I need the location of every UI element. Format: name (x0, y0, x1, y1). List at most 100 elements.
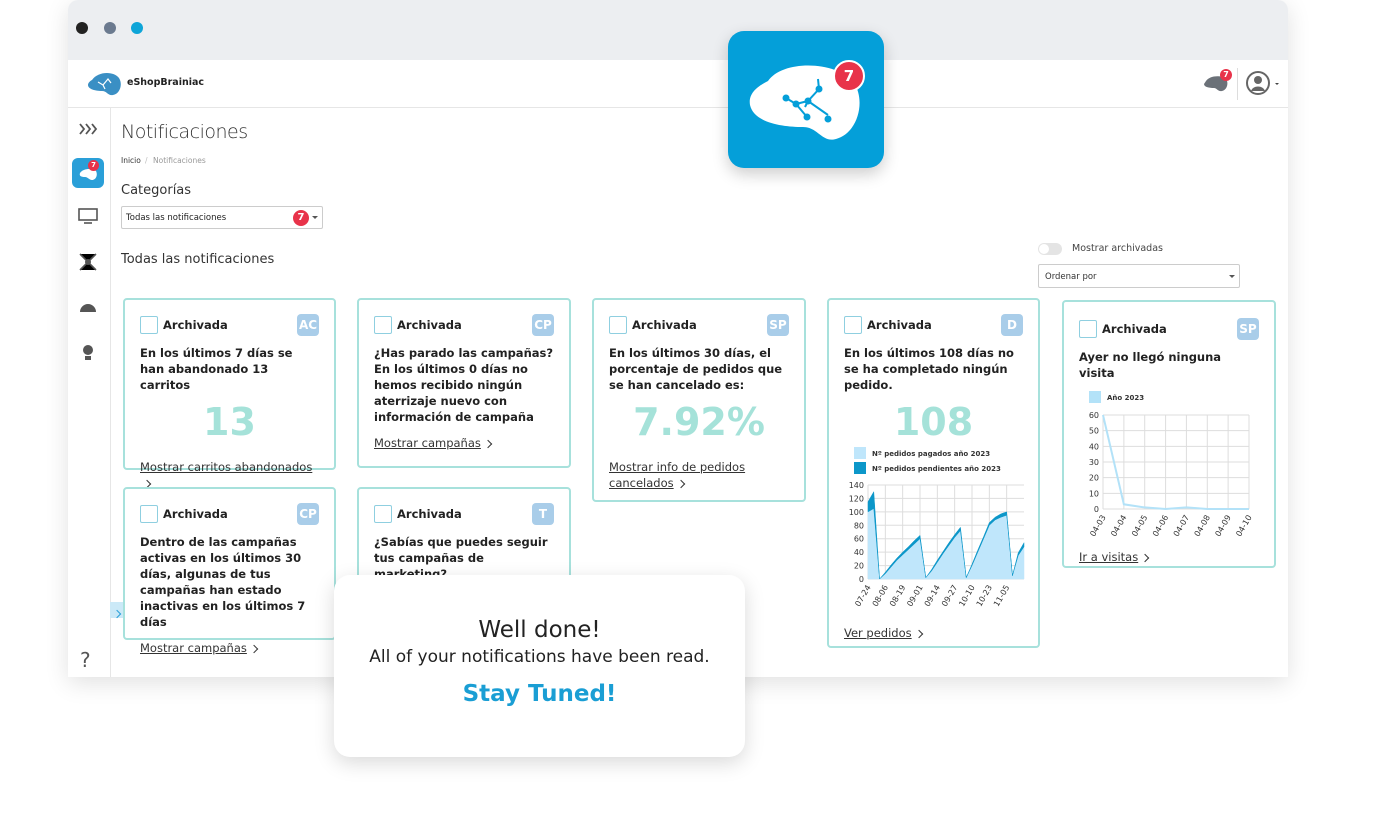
sort-text: Ordenar por (1045, 272, 1097, 282)
category-select[interactable]: Todas las notificaciones 7 (121, 206, 323, 229)
select-badge: 7 (293, 210, 309, 226)
archive-checkbox[interactable] (140, 316, 158, 334)
ideas-nav[interactable] (77, 342, 99, 362)
category-tag: SP (767, 314, 789, 336)
y-tick-label: 40 (854, 548, 864, 557)
archive-checkbox[interactable] (609, 316, 627, 334)
toggle-label: Mostrar archivadas (1072, 243, 1163, 254)
select-text: Todas las notificaciones (126, 213, 227, 223)
archived-toggle[interactable] (1038, 243, 1062, 255)
x-tick-label: 04-05 (1130, 514, 1149, 539)
archive-checkbox[interactable] (374, 505, 392, 523)
divider (1237, 68, 1238, 100)
card-header: Archivada SP (1079, 318, 1259, 340)
line (1102, 414, 1249, 511)
speed-nav[interactable] (77, 300, 99, 314)
dashboard-nav[interactable] (77, 207, 99, 225)
card-link[interactable]: Mostrar info de pedidos cancelados (609, 459, 759, 491)
link-text[interactable]: Mostrar carritos abandonados (140, 460, 313, 474)
y-tick-label: 0 (1094, 505, 1099, 514)
archived-label: Archivada (867, 318, 932, 332)
brand-logo[interactable] (86, 68, 122, 98)
min-dot[interactable] (104, 22, 116, 34)
chevron (249, 644, 259, 654)
link-text[interactable]: Ver pedidos (844, 626, 912, 640)
x-tick-label: 04-09 (1213, 514, 1232, 539)
chevron (914, 629, 923, 639)
x-tick-label: 10-10 (957, 584, 976, 609)
archive-checkbox[interactable] (844, 316, 862, 334)
card-header: Archivada AC (140, 314, 319, 336)
help[interactable]: ? (80, 648, 91, 672)
close-dot[interactable] (76, 22, 88, 34)
sidebar: 7 ? (68, 108, 111, 677)
card-header: Archivada CP (140, 503, 319, 525)
sort-select[interactable]: Ordenar por (1038, 264, 1240, 288)
legend-swatch (1089, 391, 1101, 403)
highlight-value: 13 (203, 400, 256, 444)
x-tick-label: 08-06 (871, 584, 890, 609)
y-tick-label: 20 (1089, 474, 1099, 483)
archived-label: Archivada (397, 318, 462, 332)
legend-label: Año 2023 (1107, 394, 1144, 402)
breadcrumb-current: Notificaciones (153, 156, 206, 165)
app-header: eShopBrainiac 7 (68, 60, 1288, 108)
y-tick-label: 80 (854, 521, 864, 530)
breadcrumb-home[interactable]: Inicio (121, 156, 141, 165)
x-tick-label: 04-10 (1234, 514, 1253, 539)
network-nav[interactable] (77, 251, 99, 273)
x-tick-label: 04-06 (1151, 514, 1170, 539)
chevron (1140, 553, 1150, 563)
category-tag: SP (1237, 318, 1259, 340)
card-header: Archivada CP (374, 314, 554, 336)
link-text[interactable]: Mostrar campañas (140, 641, 247, 655)
card-header: Archivada D (844, 314, 1023, 336)
chart: Nº pedidos pagados año 2023 Nº pedidos pe… (849, 447, 1025, 609)
y-tick-label: 50 (1089, 427, 1099, 436)
card-link[interactable]: Mostrar campañas (374, 435, 493, 451)
card-link[interactable]: Mostrar carritos abandonados (140, 459, 319, 491)
category-tag: AC (297, 314, 319, 336)
header-badge: 7 (1220, 69, 1232, 81)
expand-icon[interactable] (78, 122, 100, 136)
legend-swatch (854, 447, 866, 459)
max-dot[interactable] (131, 22, 143, 34)
notification-card: Archivada D En los últimos 108 días no se … (827, 298, 1040, 648)
archived-label: Archivada (632, 318, 697, 332)
card-text: En los últimos 108 días no se ha complet… (844, 346, 1014, 392)
archive-checkbox[interactable] (1079, 320, 1097, 338)
notification-icon[interactable] (1202, 69, 1232, 95)
x-tick-label: 08-19 (888, 584, 907, 609)
user-menu[interactable] (1246, 70, 1282, 98)
card-link[interactable]: Ver pedidos (844, 625, 923, 641)
y-tick-label: 10 (1089, 489, 1099, 498)
card-link[interactable]: Mostrar campañas (140, 640, 259, 656)
y-tick-label: 60 (1089, 411, 1099, 420)
x-tick-label: 11-05 (992, 584, 1011, 609)
y-tick-label: 60 (854, 535, 864, 544)
category-tag: CP (297, 503, 319, 525)
y-tick-label: 120 (849, 494, 864, 503)
chevron (676, 479, 685, 489)
notification-card: Archivada SP Ayer no llegó ninguna visita A… (1062, 300, 1276, 568)
link-text[interactable]: Mostrar info de pedidos cancelados (609, 460, 746, 490)
archive-checkbox[interactable] (374, 316, 392, 334)
caret (1229, 275, 1235, 278)
app-icon[interactable] (728, 31, 884, 168)
card-link[interactable]: Ir a visitas (1079, 549, 1150, 565)
card-text: ¿Has parado las campañas? En los últimos… (374, 346, 554, 424)
link-text[interactable]: Ir a visitas (1079, 550, 1139, 564)
notification-card: Archivada CP Dentro de las campañas activa… (123, 487, 336, 655)
category-tag: D (1001, 314, 1023, 336)
card-header: Archivada SP (609, 314, 789, 336)
toast: Well done! All of your notifications hav… (334, 575, 745, 757)
link-text[interactable]: Mostrar campañas (374, 436, 481, 450)
x-tick-label: 04-04 (1109, 514, 1128, 539)
app-icon-badge: 7 (833, 60, 865, 92)
page-title: Notificaciones (121, 121, 248, 143)
toast-cta[interactable]: Stay Tuned! (462, 681, 617, 707)
sidebar-badge: 7 (88, 160, 99, 171)
archive-checkbox[interactable] (140, 505, 158, 523)
notification-card: Archivada AC En los últimos 7 días se han … (123, 298, 336, 489)
